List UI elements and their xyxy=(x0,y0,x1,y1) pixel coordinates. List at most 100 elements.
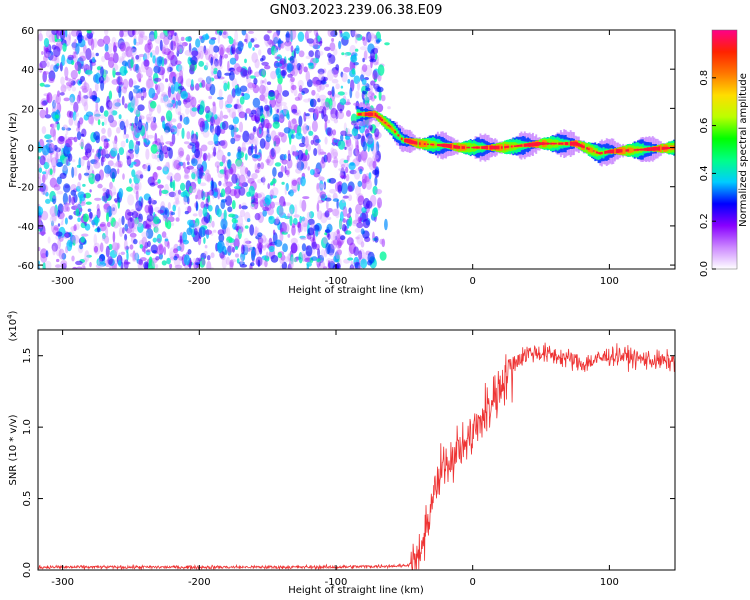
noise-speck xyxy=(113,163,117,168)
noise-speck xyxy=(217,229,225,236)
noise-speck xyxy=(54,114,60,119)
noise-speck xyxy=(218,31,223,36)
noise-speck xyxy=(362,57,365,63)
noise-speck xyxy=(374,53,378,60)
signal-cell xyxy=(359,112,362,116)
noise-speck xyxy=(53,144,58,151)
noise-speck xyxy=(126,186,133,192)
noise-speck xyxy=(260,58,264,62)
noise-speck xyxy=(138,181,142,191)
signal-cell xyxy=(487,145,490,150)
noise-speck xyxy=(178,85,185,91)
noise-speck xyxy=(161,189,169,194)
noise-speck xyxy=(183,196,187,205)
noise-speck xyxy=(355,90,360,99)
noise-speck xyxy=(186,154,191,162)
noise-speck xyxy=(213,132,219,145)
noise-speck xyxy=(92,95,97,102)
noise-speck xyxy=(305,149,308,156)
signal-cell xyxy=(569,141,572,146)
noise-speck xyxy=(134,252,140,261)
signal-cell xyxy=(461,146,464,149)
signal-cell xyxy=(632,148,634,153)
noise-speck xyxy=(350,30,356,38)
noise-speck xyxy=(320,249,326,258)
noise-speck xyxy=(209,108,213,116)
noise-speck xyxy=(83,64,87,73)
noise-speck xyxy=(329,42,336,52)
noise-speck xyxy=(39,30,42,34)
signal-cell xyxy=(523,143,526,147)
noise-speck xyxy=(100,66,104,78)
noise-speck xyxy=(167,86,172,98)
noise-speck xyxy=(339,108,343,114)
noise-speck xyxy=(107,160,114,167)
noise-speck xyxy=(170,211,175,216)
noise-speck xyxy=(374,176,378,186)
noise-speck xyxy=(57,209,61,218)
noise-speck xyxy=(180,75,184,86)
noise-speck xyxy=(344,135,351,141)
noise-speck xyxy=(152,171,158,181)
signal-cell xyxy=(627,149,630,152)
noise-speck xyxy=(89,87,93,98)
signal-cell xyxy=(469,142,472,153)
noise-speck xyxy=(355,138,358,150)
noise-speck xyxy=(80,75,85,82)
x-tick-label: -100 xyxy=(325,276,348,287)
noise-speck xyxy=(261,69,267,78)
noise-speck xyxy=(125,138,129,144)
noise-speck xyxy=(311,120,318,132)
noise-speck xyxy=(317,248,321,257)
signal-cell xyxy=(574,141,577,146)
noise-speck xyxy=(123,259,129,269)
noise-speck xyxy=(299,66,303,73)
noise-speck xyxy=(118,217,122,228)
noise-speck xyxy=(301,216,306,222)
noise-speck xyxy=(254,226,258,236)
noise-speck xyxy=(216,165,220,174)
noise-speck xyxy=(118,147,125,156)
noise-speck xyxy=(179,235,183,245)
noise-speck xyxy=(346,142,354,152)
noise-speck xyxy=(167,202,171,210)
noise-speck xyxy=(384,218,388,231)
signal-cell xyxy=(643,148,646,151)
noise-speck xyxy=(222,182,230,188)
noise-speck xyxy=(266,159,270,166)
noise-speck xyxy=(78,90,82,102)
noise-speck xyxy=(129,244,134,250)
noise-speck xyxy=(281,181,285,185)
noise-speck xyxy=(133,218,137,230)
noise-speck xyxy=(103,110,109,117)
colorbar-tick-label: 0.0 xyxy=(699,261,710,277)
noise-speck xyxy=(176,163,182,171)
noise-speck xyxy=(323,46,331,51)
noise-speck xyxy=(214,125,222,136)
noise-speck xyxy=(115,160,123,168)
noise-speck xyxy=(290,254,294,265)
signal-cell xyxy=(619,149,621,153)
noise-speck xyxy=(92,57,96,63)
noise-speck xyxy=(217,242,223,254)
noise-speck xyxy=(102,235,106,242)
signal-cell xyxy=(559,142,562,145)
noise-speck xyxy=(280,165,285,173)
noise-speck xyxy=(307,227,315,236)
noise-speck xyxy=(170,128,175,133)
signal-cell xyxy=(571,141,574,146)
noise-speck xyxy=(127,217,135,229)
noise-speck xyxy=(254,212,261,221)
noise-speck xyxy=(290,237,298,245)
noise-speck xyxy=(108,185,117,197)
signal-cell xyxy=(489,145,492,150)
noise-speck xyxy=(350,260,354,268)
noise-speck xyxy=(112,99,120,110)
noise-speck xyxy=(228,37,234,45)
noise-speck xyxy=(130,58,134,69)
noise-speck xyxy=(324,210,330,218)
noise-speck xyxy=(324,229,331,234)
signal-cell xyxy=(533,142,536,147)
noise-speck xyxy=(291,108,298,114)
noise-speck xyxy=(384,42,390,46)
